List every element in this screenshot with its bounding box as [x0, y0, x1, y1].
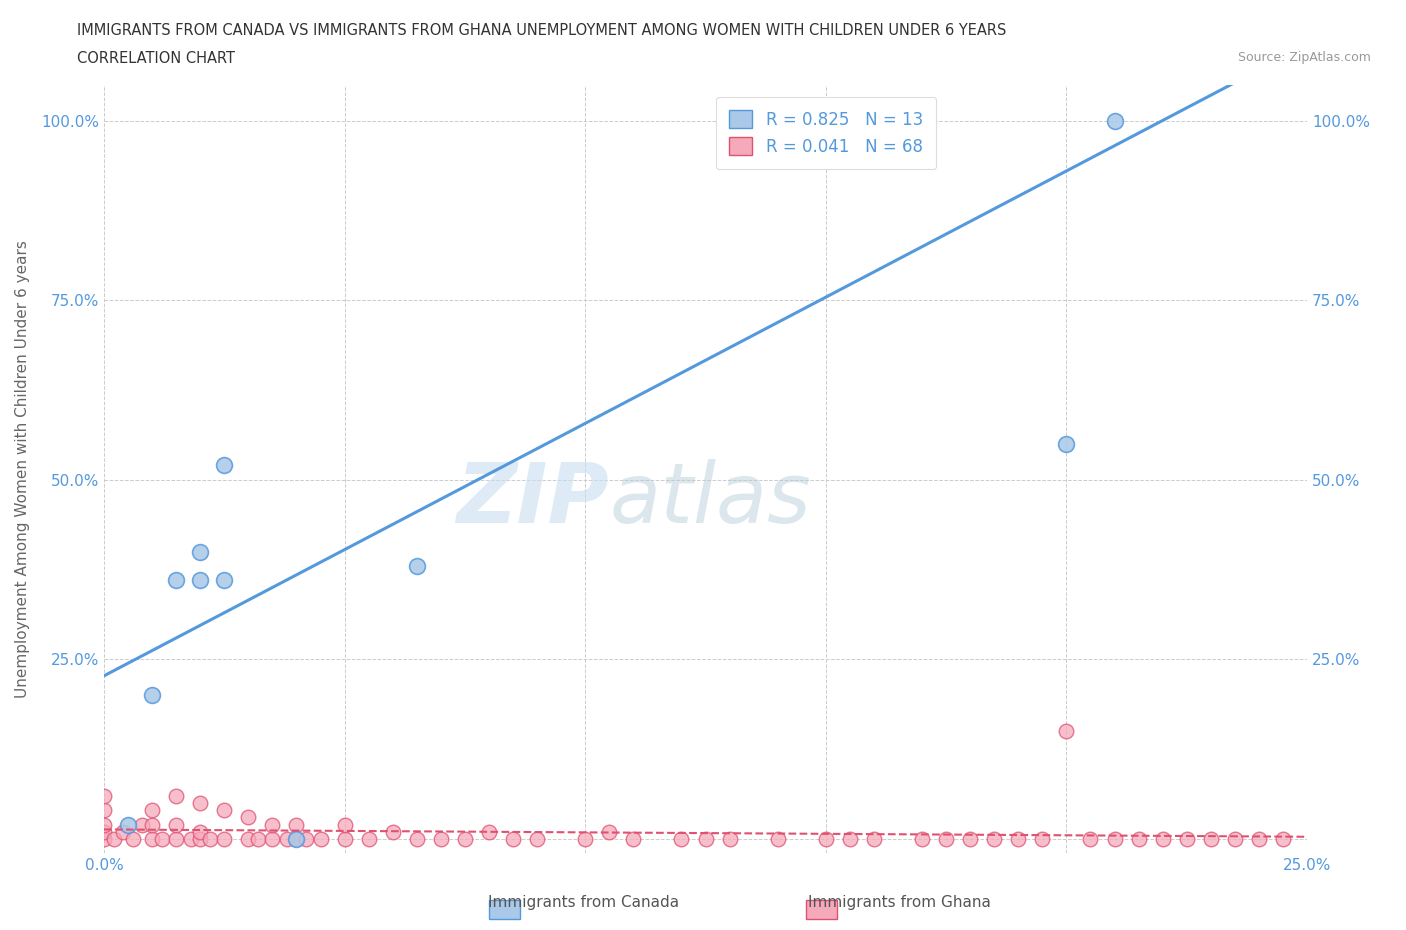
- Text: IMMIGRANTS FROM CANADA VS IMMIGRANTS FROM GHANA UNEMPLOYMENT AMONG WOMEN WITH CH: IMMIGRANTS FROM CANADA VS IMMIGRANTS FRO…: [77, 23, 1007, 38]
- Point: [93, 803, 115, 817]
- Point: [150, 831, 173, 846]
- Point: [121, 831, 143, 846]
- Point: [214, 831, 236, 846]
- Point: [238, 831, 260, 846]
- Point: [112, 824, 135, 839]
- Point: [838, 831, 860, 846]
- Point: [165, 817, 187, 832]
- Point: [718, 831, 741, 846]
- Point: [93, 817, 115, 832]
- Point: [309, 831, 332, 846]
- Point: [246, 831, 269, 846]
- Point: [502, 831, 524, 846]
- Point: [103, 831, 125, 846]
- Point: [1007, 831, 1029, 846]
- Point: [671, 831, 693, 846]
- Point: [454, 831, 477, 846]
- Point: [276, 831, 298, 846]
- Point: [238, 810, 260, 825]
- Point: [295, 831, 318, 846]
- Point: [141, 817, 163, 832]
- Text: Immigrants from Ghana: Immigrants from Ghana: [808, 895, 991, 910]
- Point: [188, 824, 211, 839]
- Point: [214, 803, 236, 817]
- Point: [188, 795, 211, 810]
- Point: [141, 688, 163, 703]
- Text: Source: ZipAtlas.com: Source: ZipAtlas.com: [1237, 51, 1371, 64]
- Point: [1080, 831, 1102, 846]
- Text: Immigrants from Canada: Immigrants from Canada: [488, 895, 679, 910]
- Point: [1247, 831, 1270, 846]
- Point: [165, 789, 187, 804]
- Point: [405, 559, 427, 574]
- Point: [165, 831, 187, 846]
- Point: [790, 113, 813, 128]
- Point: [188, 831, 211, 846]
- Point: [141, 803, 163, 817]
- Point: [863, 831, 886, 846]
- Point: [1104, 831, 1126, 846]
- Point: [478, 824, 501, 839]
- Point: [598, 824, 620, 839]
- Point: [1054, 436, 1077, 451]
- Point: [430, 831, 453, 846]
- Point: [1199, 831, 1222, 846]
- Point: [165, 573, 187, 588]
- Point: [357, 831, 380, 846]
- Point: [214, 458, 236, 472]
- Point: [198, 831, 221, 846]
- Text: CORRELATION CHART: CORRELATION CHART: [77, 51, 235, 66]
- Point: [814, 831, 837, 846]
- Point: [983, 831, 1005, 846]
- Point: [141, 831, 163, 846]
- Point: [405, 831, 427, 846]
- Point: [93, 831, 115, 846]
- Point: [1223, 831, 1246, 846]
- Point: [911, 831, 934, 846]
- Point: [188, 544, 211, 559]
- Point: [1104, 113, 1126, 128]
- Text: atlas: atlas: [609, 459, 811, 540]
- Point: [93, 789, 115, 804]
- Point: [526, 831, 548, 846]
- Point: [131, 817, 153, 832]
- Point: [766, 831, 789, 846]
- Point: [262, 817, 284, 832]
- Legend: R = 0.825   N = 13, R = 0.041   N = 68: R = 0.825 N = 13, R = 0.041 N = 68: [716, 97, 936, 169]
- Point: [1272, 831, 1295, 846]
- Point: [718, 113, 741, 128]
- Point: [285, 817, 308, 832]
- Text: ZIP: ZIP: [457, 459, 609, 540]
- Point: [333, 817, 356, 832]
- Point: [214, 573, 236, 588]
- Point: [285, 831, 308, 846]
- Point: [695, 831, 717, 846]
- Point: [1031, 831, 1053, 846]
- Point: [959, 831, 981, 846]
- Point: [381, 824, 404, 839]
- Point: [285, 831, 308, 846]
- Point: [621, 831, 644, 846]
- Y-axis label: Unemployment Among Women with Children Under 6 years: Unemployment Among Women with Children U…: [15, 240, 30, 698]
- Point: [262, 831, 284, 846]
- Point: [935, 831, 957, 846]
- Point: [1175, 831, 1198, 846]
- Point: [1152, 831, 1174, 846]
- Point: [180, 831, 202, 846]
- Point: [93, 824, 115, 839]
- Point: [1128, 831, 1150, 846]
- Point: [574, 831, 596, 846]
- Point: [117, 817, 139, 832]
- Point: [1054, 724, 1077, 738]
- Point: [333, 831, 356, 846]
- Point: [188, 573, 211, 588]
